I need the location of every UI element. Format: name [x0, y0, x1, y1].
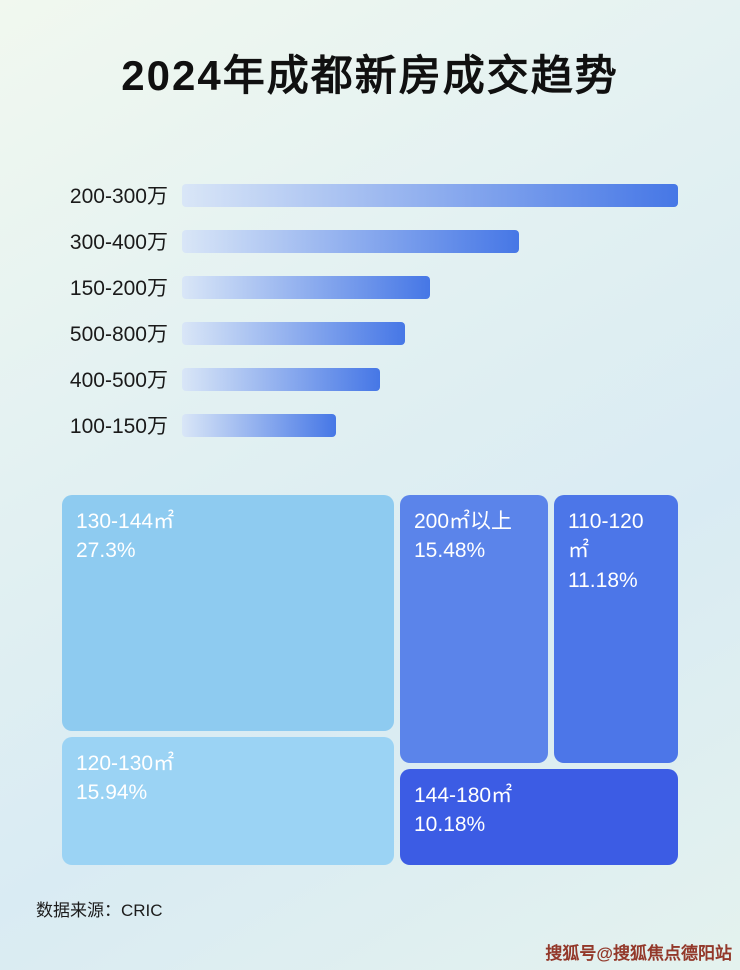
block-value: 11.18% [568, 568, 638, 592]
bar-category-label: 200-300万 [69, 185, 168, 208]
bar-row: 150-200万 [40, 264, 678, 310]
treemap-block: 200㎡以上 15.48% [400, 495, 548, 763]
block-value: 15.94% [76, 781, 148, 805]
block-label: 200㎡以上 [414, 510, 513, 533]
bar-category-label: 150-200万 [69, 277, 168, 300]
bar-row: 300-400万 [40, 218, 678, 264]
bar-row: 100-150万 [40, 402, 678, 448]
bar [182, 275, 430, 299]
treemap-block: 130-144㎡ 27.3% [62, 495, 394, 731]
data-source-label: 数据来源：CRIC [36, 901, 163, 920]
bar [182, 183, 678, 207]
bar-category-label: 500-800万 [69, 323, 168, 346]
bar-track [182, 275, 678, 299]
bar-row: 500-800万 [40, 310, 678, 356]
price-range-bar-chart: 200-300万 300-400万 150-200万 500-800万 400-… [40, 172, 678, 448]
bar-row: 400-500万 [40, 356, 678, 402]
bar [182, 413, 336, 437]
block-label: 120-130㎡ [76, 752, 175, 775]
block-label: 110-120㎡ [568, 510, 644, 563]
bar-category-label: 100-150万 [69, 415, 168, 438]
bar-track [182, 367, 678, 391]
treemap-block: 110-120㎡ 11.18% [554, 495, 678, 763]
treemap-block: 120-130㎡ 15.94% [62, 737, 394, 865]
bar-track [182, 229, 678, 253]
bar-category-label: 300-400万 [69, 231, 168, 254]
bar-row: 200-300万 [40, 172, 678, 218]
bar [182, 367, 381, 391]
block-label: 130-144㎡ [76, 510, 175, 533]
treemap-block: 144-180㎡ 10.18% [400, 769, 678, 865]
page-title: 2024年成都新房成交趋势 [121, 52, 619, 99]
bar-category-label: 400-500万 [69, 369, 168, 392]
bar-track [182, 183, 678, 207]
block-value: 15.48% [414, 539, 486, 563]
block-value: 10.18% [414, 813, 486, 837]
block-label: 144-180㎡ [414, 784, 513, 807]
block-value: 27.3% [76, 539, 136, 563]
bar-track [182, 321, 678, 345]
bar [182, 321, 406, 345]
watermark-text: 搜狐号@搜狐焦点德阳站 [545, 944, 732, 963]
bar-track [182, 413, 678, 437]
area-size-treemap: 130-144㎡ 27.3% 120-130㎡ 15.94% 200㎡以上 15… [62, 495, 678, 865]
bar [182, 229, 520, 253]
